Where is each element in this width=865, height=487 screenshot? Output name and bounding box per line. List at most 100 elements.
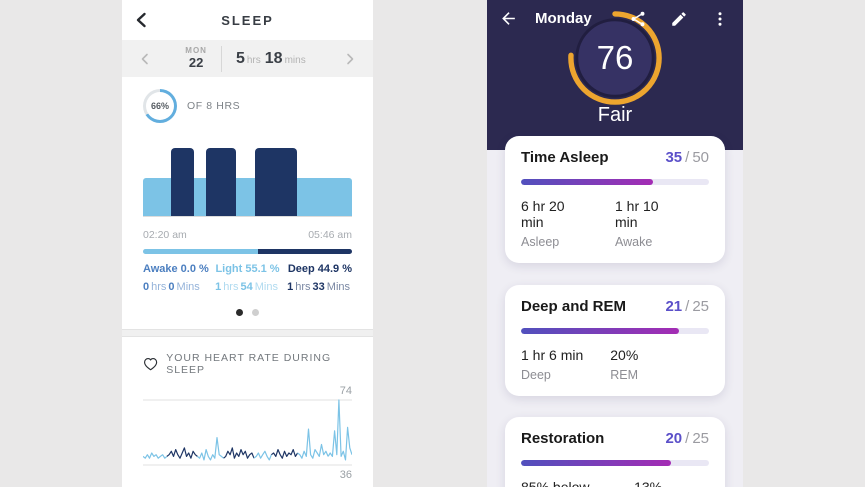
sleep-times-row: 02:20 am 05:46 am	[143, 229, 352, 241]
duration-mins: 18	[264, 49, 283, 67]
stat-deep-percent: 44.9 %	[317, 263, 353, 275]
sleep-duration: 5 hrs 18 mins	[236, 50, 310, 68]
hr-min-label: 36	[339, 469, 352, 481]
stat-deep-mins: 33	[312, 281, 325, 293]
card-score: 20/25	[665, 430, 709, 447]
heart-icon	[144, 358, 158, 371]
edit-pencil-icon[interactable]	[670, 10, 688, 28]
sleep-goal-row: 66% OF 8 HRS	[143, 89, 352, 123]
heart-rate-card: YOUR HEART RATE DURING SLEEP 74 36	[122, 352, 373, 487]
card-progress-fill	[521, 179, 653, 185]
stage-stats-row: Awake 0.0 % 0 hrs 0 Mins Light 55.1 % 1 hrs 54 M…	[143, 263, 352, 293]
date-number: 22	[188, 54, 204, 70]
sleep-score-screen: Monday 76 Fair Time	[487, 0, 743, 487]
metric-asleep: 6 hr 20 min Asleep	[521, 198, 588, 249]
score-cards-list: Time Asleep 35/50 6 hr 20 min Asleep 1 h…	[487, 136, 743, 487]
date-duration-group[interactable]: MON 22 5 hrs 18 mins	[152, 45, 343, 72]
pager-dots	[143, 309, 352, 316]
sleep-goal-percent: 66%	[146, 92, 174, 120]
stat-awake-mins-unit: Mins	[176, 281, 200, 293]
card-score-value: 20	[665, 430, 683, 447]
section-divider	[122, 329, 373, 337]
stat-deep-hours: 1	[287, 281, 294, 293]
metric-sleeping-heart-rate: 85% below resting Sleeping Heart Rate	[521, 479, 607, 487]
card-score-slash: /	[685, 149, 690, 166]
card-progress-track	[521, 328, 709, 334]
deep-sleep-bar	[170, 148, 194, 216]
card-score-slash: /	[685, 298, 690, 315]
stat-light-hours-unit: hrs	[223, 281, 239, 293]
next-day-chevron-icon[interactable]	[343, 52, 357, 66]
date-block: MON 22	[185, 47, 207, 69]
metric-value: 6 hr 20 min	[521, 198, 565, 230]
duration-hours: 5	[235, 49, 245, 67]
time-asleep-card[interactable]: Time Asleep 35/50 6 hr 20 min Asleep 1 h…	[505, 136, 725, 263]
metric-label: Awake	[615, 235, 653, 249]
card-score-total: 50	[692, 149, 709, 166]
duration-mins-unit: mins	[284, 54, 306, 66]
card-progress-fill	[521, 460, 672, 466]
page-title: SLEEP	[221, 12, 274, 28]
deep-sleep-bar	[255, 148, 298, 216]
back-chevron-icon[interactable]	[133, 11, 151, 29]
stat-light-name: Light	[215, 263, 243, 275]
card-title: Deep and REM	[521, 298, 627, 315]
stage-share-segment	[143, 249, 259, 254]
stat-deep: Deep 44.9 % 1 hrs 33 Mins	[282, 263, 352, 293]
sleep-summary-card: 66% OF 8 HRS 02:20 am 05:46 am Awake 0.0 …	[122, 89, 373, 316]
sleep-stages-chart[interactable]	[143, 148, 352, 217]
hr-max-label: 74	[339, 385, 352, 397]
duration-hours-unit: hrs	[246, 54, 261, 66]
sleep-goal-label: OF 8 HRS	[187, 100, 241, 112]
prev-day-chevron-icon[interactable]	[138, 52, 152, 66]
stat-awake: Awake 0.0 % 0 hrs 0 Mins	[143, 263, 213, 293]
pager-dot[interactable]	[252, 309, 259, 316]
sleep-goal-ring: 66%	[143, 89, 177, 123]
divider	[220, 45, 222, 72]
metric-value: 1 hr 10 min	[615, 198, 659, 230]
stat-awake-hours-unit: hrs	[151, 281, 167, 293]
card-score-total: 25	[692, 298, 709, 315]
stat-light-mins-unit: Mins	[254, 281, 278, 293]
metric-label: Asleep	[521, 235, 560, 249]
score-topbar: Monday	[487, 0, 743, 28]
stat-deep-mins-unit: Mins	[326, 281, 351, 293]
metric-label: REM	[610, 368, 639, 382]
stat-deep-name: Deep	[287, 263, 315, 275]
card-score: 21/25	[665, 298, 709, 315]
stage-share-segment	[258, 249, 352, 254]
card-progress-track	[521, 179, 709, 185]
heart-rate-line-plot	[142, 399, 353, 466]
sleep-score-rating: Fair	[597, 104, 633, 126]
metric-value: 20%	[610, 347, 639, 363]
stat-awake-name: Awake	[143, 263, 178, 275]
sleep-header: SLEEP	[122, 0, 373, 40]
sleep-score-dial: 76	[566, 9, 664, 107]
card-title: Restoration	[521, 430, 605, 447]
heart-rate-title-row: YOUR HEART RATE DURING SLEEP	[143, 352, 352, 376]
restoration-card[interactable]: Restoration 20/25 85% below resting Slee…	[505, 417, 725, 487]
weekday-label: MON	[185, 46, 207, 56]
share-icon[interactable]	[629, 10, 647, 28]
deep-and-rem-card[interactable]: Deep and REM 21/25 1 hr 6 min Deep 20% R…	[505, 285, 725, 396]
stat-light: Light 55.1 % 1 hrs 54 Mins	[213, 263, 283, 293]
card-progress-track	[521, 460, 709, 466]
card-score: 35/50	[665, 149, 709, 166]
pager-dot[interactable]	[236, 309, 243, 316]
card-score-slash: /	[685, 430, 690, 447]
back-arrow-icon[interactable]	[499, 9, 518, 28]
card-title: Time Asleep	[521, 149, 609, 166]
card-progress-fill	[521, 328, 679, 334]
metric-value: 85% below resting	[521, 479, 590, 487]
stat-awake-percent: 0.0 %	[180, 263, 209, 275]
metric-awake: 1 hr 10 min Awake	[615, 198, 682, 249]
sleep-end-time: 05:46 am	[308, 229, 352, 241]
more-options-icon[interactable]	[711, 10, 729, 28]
card-score-total: 25	[692, 430, 709, 447]
stage-split-bar	[143, 249, 352, 254]
sleep-score-value: 76	[596, 39, 634, 76]
stat-deep-hours-unit: hrs	[295, 281, 311, 293]
heart-rate-chart[interactable]: 74 36	[142, 378, 353, 487]
day-title: Monday	[535, 10, 592, 27]
heart-rate-title: YOUR HEART RATE DURING SLEEP	[166, 352, 332, 376]
